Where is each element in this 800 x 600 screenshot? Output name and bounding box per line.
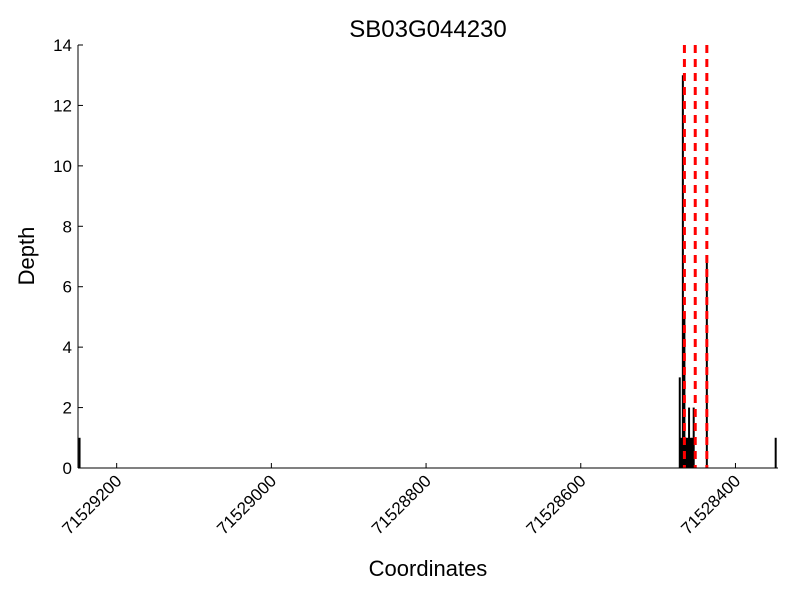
axes-layer [77,45,778,469]
y-tick-label-1: 2 [63,399,72,418]
reference-lines-layer [682,45,709,468]
y-ticks: 0 2 4 6 8 10 12 14 [53,36,83,478]
y-axis-label: Depth [14,227,39,286]
x-tick-label-4: 71528400 [677,471,744,538]
chart-title: SB03G044230 [349,16,506,43]
y-tick-label-0: 0 [63,459,72,478]
x-tick-label-1: 71529000 [213,471,280,538]
x-tick-label-2: 71528800 [368,471,435,538]
x-axis-label: Coordinates [369,556,488,581]
y-tick-label-5: 10 [53,157,72,176]
x-tick-label-3: 71528600 [523,471,590,538]
y-tick-label-6: 12 [53,96,72,115]
x-ticks: 71529200 71529000 71528800 71528600 71528400 [59,463,744,538]
x-tick-label-0: 71529200 [59,471,126,538]
y-tick-label-2: 4 [63,338,72,357]
y-tick-label-7: 14 [53,36,72,55]
bars-layer [78,75,777,468]
y-tick-label-4: 8 [63,217,72,236]
y-tick-label-3: 6 [63,278,72,297]
